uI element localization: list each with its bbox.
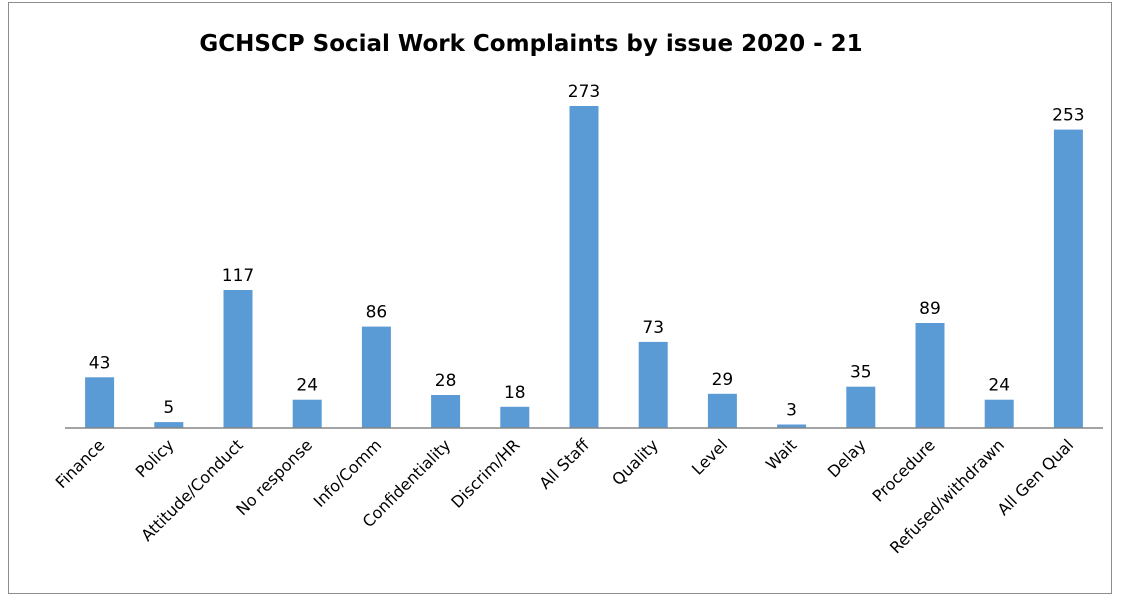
x-tick-label-0: Finance <box>52 435 109 492</box>
data-label-13: 24 <box>988 376 1010 396</box>
bar-6 <box>500 406 530 428</box>
data-labels-layer: 43 5 117 24 86 28 18 273 73 29 3 35 89 24 253 <box>89 82 1085 421</box>
data-label-8: 73 <box>642 318 664 338</box>
data-label-10: 3 <box>786 401 797 421</box>
data-label-7: 273 <box>568 82 600 102</box>
bar-14 <box>1053 129 1083 428</box>
data-label-1: 5 <box>163 398 174 418</box>
x-tick-label-4: Info/Comm <box>310 435 386 511</box>
x-tick-label-10: Wait <box>762 435 800 473</box>
chart-frame: GCHSCP Social Work Complaints by issue 2… <box>8 2 1112 594</box>
data-label-12: 89 <box>919 299 941 319</box>
data-label-0: 43 <box>89 353 111 373</box>
chart-title: GCHSCP Social Work Complaints by issue 2… <box>199 31 862 57</box>
x-tick-label-12: Procedure <box>869 435 939 505</box>
x-tick-label-11: Delay <box>824 435 870 481</box>
x-tick-label-7: All Staff <box>535 435 593 493</box>
bar-0 <box>85 377 115 428</box>
x-tick-label-8: Quality <box>608 435 662 489</box>
bar-chart: GCHSCP Social Work Complaints by issue 2… <box>52 31 1103 558</box>
x-tick-label-13: Refused/withdrawn <box>886 435 1008 557</box>
data-label-11: 35 <box>850 363 872 383</box>
x-tick-label-9: Level <box>688 435 731 478</box>
data-label-14: 253 <box>1052 106 1084 126</box>
bar-12 <box>915 323 945 428</box>
x-tick-label-6: Discrim/HR <box>447 435 523 511</box>
data-label-4: 86 <box>366 303 388 323</box>
bar-11 <box>846 386 876 428</box>
bar-2 <box>223 290 253 428</box>
data-label-5: 28 <box>435 371 457 391</box>
bar-9 <box>707 393 737 428</box>
bar-10 <box>777 424 807 428</box>
data-label-2: 117 <box>222 266 254 286</box>
bar-5 <box>431 395 461 428</box>
bar-1 <box>154 422 184 428</box>
bar-8 <box>638 341 668 428</box>
x-tick-label-1: Policy <box>132 435 178 481</box>
data-label-6: 18 <box>504 383 526 403</box>
data-label-3: 24 <box>296 376 318 396</box>
bars-layer <box>85 106 1083 428</box>
data-label-9: 29 <box>712 370 734 390</box>
bar-13 <box>984 399 1014 428</box>
bar-7 <box>569 106 599 428</box>
bar-3 <box>292 399 322 428</box>
bar-4 <box>361 326 391 428</box>
